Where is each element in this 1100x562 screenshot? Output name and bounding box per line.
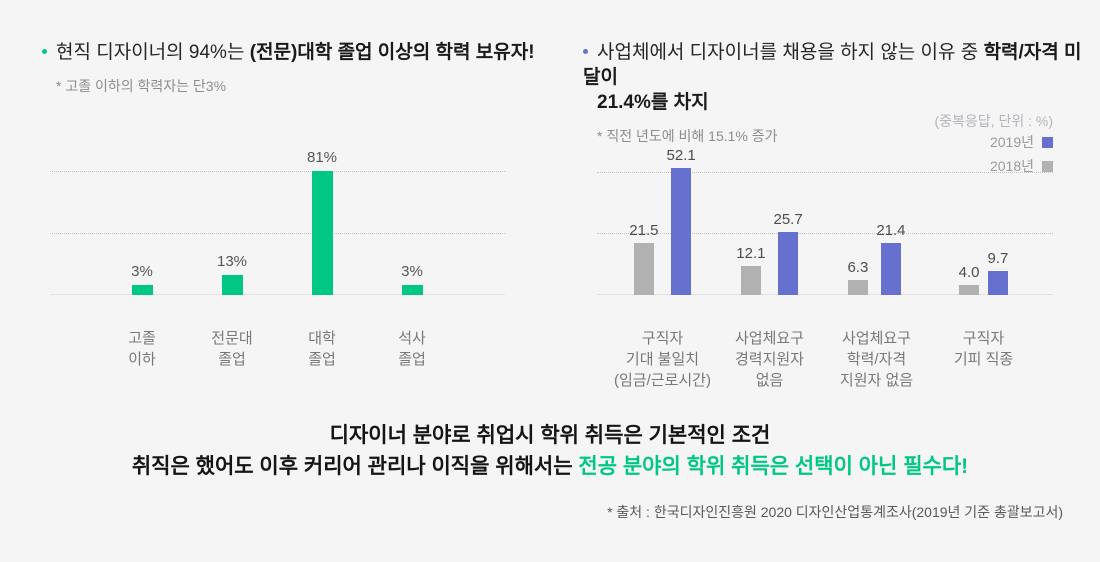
x-axis-label: 전문대 졸업	[211, 330, 253, 368]
bar-value-label: 9.7	[987, 250, 1009, 268]
gridline-80	[50, 171, 505, 172]
bar-value-label: 4.0	[958, 264, 980, 282]
conclusion-line2-highlight: 전공 분야의 학위 취득은 선택이 아닌 필수다!	[578, 455, 969, 478]
bar-column: 13%	[187, 253, 277, 295]
chart-legend: 2019년 2018년	[990, 132, 1053, 176]
right-chart-plot: 21.5 52.1 12.1 25.7 6.3 21.4 4.0 9.7	[597, 145, 1053, 295]
bar	[131, 285, 153, 295]
x-axis-label: 대학 졸업	[308, 330, 336, 368]
left-chart-plot: 3% 13% 81% 3%	[50, 145, 505, 295]
unit-note: (중복응답, 단위 : %)	[934, 113, 1053, 129]
bar-column: 3%	[367, 263, 457, 295]
left-chart-xlabels: 고졸 이하 전문대 졸업 대학 졸업 석사 졸업	[50, 328, 505, 370]
left-chart-title: 현직 디자이너의 94%는 (전문)대학 졸업 이상의 학력 보유자!	[42, 40, 542, 65]
right-chart: 21.5 52.1 12.1 25.7 6.3 21.4 4.0 9.7	[597, 145, 1053, 295]
bar-2018	[959, 285, 980, 295]
bar-column: 12.1	[736, 244, 766, 295]
bar-value-label: 12.1	[736, 244, 766, 262]
gridline-40	[50, 233, 505, 234]
gridline-50	[597, 172, 1053, 173]
x-axis-label: 석사 졸업	[398, 330, 426, 368]
bar-pair: 6.3 21.4	[823, 222, 930, 295]
right-title-regular: 사업체에서 디자이너를 채용을 하지 않는 이유 중	[597, 42, 984, 63]
bar-column: 25.7	[774, 211, 803, 295]
bar	[311, 170, 333, 295]
conclusion-line2: 취직은 했어도 이후 커리어 관리나 이직을 위해서는 전공 분야의 학위 취득…	[0, 451, 1100, 482]
x-axis-label: 고졸 이하	[128, 330, 156, 368]
bar-column: 81%	[277, 149, 367, 295]
bar-column: 21.5	[629, 221, 659, 295]
right-x-axis	[597, 294, 1053, 295]
bar	[221, 275, 243, 295]
x-axis-label: 구직자 기대 불일치 (임금/근로시간)	[614, 330, 711, 389]
bar-value-label: 21.4	[876, 221, 906, 239]
green-bullet-icon	[42, 49, 47, 54]
bar-column: 21.4	[876, 221, 906, 295]
gridline-25	[597, 233, 1053, 234]
left-title-bold: (전문)대학 졸업 이상의 학력 보유자!	[249, 42, 535, 63]
legend-item-2018: 2018년	[990, 156, 1053, 176]
bar-column: 6.3	[847, 259, 868, 295]
purple-bullet-icon	[583, 49, 588, 54]
conclusion-line2-dark: 취직은 했어도 이후 커리어 관리나 이직을 위해서는	[131, 455, 579, 478]
legend-swatch-2019-icon	[1042, 136, 1053, 148]
left-x-axis	[50, 294, 505, 295]
bar-value-label: 21.5	[629, 221, 659, 239]
bar-2019	[778, 232, 799, 295]
bar-column: 3%	[97, 263, 187, 295]
bar-2019	[987, 271, 1008, 295]
right-chart-title: 사업체에서 디자이너를 채용을 하지 않는 이유 중 학력/자격 미달이 21.…	[583, 40, 1083, 115]
source-note: * 출처 : 한국디자인진흥원 2020 디자인산업통계조사(2019년 기준 …	[607, 504, 1063, 520]
x-axis-label: 구직자 기피 직종	[953, 330, 1014, 368]
bar-pair: 12.1 25.7	[716, 211, 823, 295]
x-axis-label: 사업체요구 학력/자격 지원자 없음	[839, 330, 914, 389]
bar-value-label: 25.7	[773, 211, 803, 229]
bar-2019	[880, 242, 901, 295]
bar-2018	[740, 265, 761, 295]
left-chart-subtitle: * 고졸 이하의 학력자는 단3%	[56, 78, 227, 94]
right-title-bold-line1: 학력/자격 미달이	[583, 42, 1082, 88]
bar-value-label: 13%	[216, 253, 248, 271]
conclusion-statement: 디자이너 분야로 취업시 학위 취득은 기본적인 조건 취직은 했어도 이후 커…	[0, 420, 1100, 482]
x-axis-label: 사업체요구 경력지원자 없음	[734, 330, 804, 389]
bar-value-label: 3%	[131, 263, 153, 280]
bar-column: 4.0	[959, 264, 980, 295]
bar-2018	[633, 242, 654, 295]
bar-value-label: 52.1	[666, 146, 696, 164]
bar-value-label: 81%	[306, 148, 338, 166]
bar-value-label: 3%	[401, 263, 423, 280]
legend-label-2018: 2018년	[989, 158, 1034, 174]
right-chart-xlabels: 구직자 기대 불일치 (임금/근로시간) 사업체요구 경력지원자 없음 사업체요구 …	[597, 328, 1053, 391]
legend-label-2019: 2019년	[989, 134, 1034, 150]
left-chart-header: 현직 디자이너의 94%는 (전문)대학 졸업 이상의 학력 보유자! * 고졸…	[42, 40, 542, 96]
legend-swatch-2018-icon	[1042, 160, 1053, 172]
bar-column: 52.1	[667, 147, 696, 295]
right-title-bold-line2: 21.4%를 차지	[597, 92, 709, 113]
bar-pair: 21.5 52.1	[609, 147, 716, 295]
bar-2019	[671, 167, 692, 295]
legend-item-2019: 2019년	[990, 132, 1053, 152]
bar-2018	[847, 279, 868, 295]
right-chart-subtitle: * 직전 년도에 비해 15.1% 증가	[597, 128, 778, 144]
bar	[401, 285, 423, 295]
bar-pair: 4.0 9.7	[930, 250, 1037, 295]
left-chart: 3% 13% 81% 3%	[50, 145, 505, 295]
conclusion-line1: 디자이너 분야로 취업시 학위 취득은 기본적인 조건	[329, 424, 771, 447]
bar-value-label: 6.3	[847, 258, 869, 276]
left-title-regular: 현직 디자이너의 94%는	[56, 42, 250, 63]
right-chart-header: 사업체에서 디자이너를 채용을 하지 않는 이유 중 학력/자격 미달이 21.…	[583, 40, 1083, 146]
bar-column: 9.7	[987, 250, 1009, 295]
